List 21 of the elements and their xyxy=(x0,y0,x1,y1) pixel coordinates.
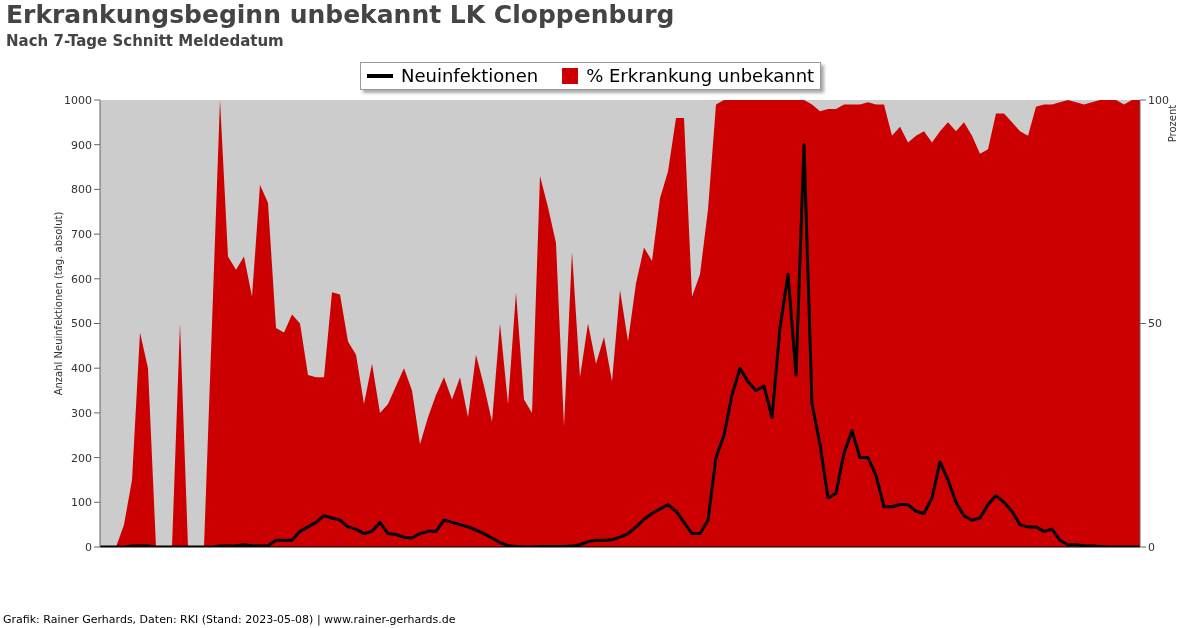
y2-tick-label: 50 xyxy=(1148,317,1162,331)
chart-title: Erkrankungsbeginn unbekannt LK Cloppenburg xyxy=(6,0,675,29)
y-tick-label: 700 xyxy=(71,228,92,242)
y-tick-label: 400 xyxy=(71,362,92,376)
y-tick-label: 0 xyxy=(85,540,92,554)
y-tick-label: 300 xyxy=(71,406,92,420)
y-tick-label: 200 xyxy=(71,451,92,465)
y-tick-label: 500 xyxy=(71,317,92,331)
legend-label: Neuinfektionen xyxy=(401,64,539,88)
y-tick-label: 600 xyxy=(71,272,92,286)
chart-subtitle: Nach 7-Tage Schnitt Meldedatum xyxy=(6,32,284,50)
y2-axis-title: Prozent xyxy=(1166,104,1178,143)
y-tick-label: 100 xyxy=(71,496,92,510)
legend-label: % Erkrankung unbekannt xyxy=(586,64,815,88)
y-tick-label: 800 xyxy=(71,183,92,197)
y-tick-label: 900 xyxy=(71,138,92,152)
y2-tick-label: 100 xyxy=(1148,93,1169,107)
text: Grafik: Rainer Gerhards, Daten: RKI (Stand: 2023-05-08) | www.rainer-gerhards.de xyxy=(3,613,456,626)
y2-tick-label: 0 xyxy=(1148,540,1155,554)
y-tick-label: 1000 xyxy=(64,93,92,107)
y-axis-title: Anzahl Neuinfektionen (tag. absolut) xyxy=(52,211,64,396)
